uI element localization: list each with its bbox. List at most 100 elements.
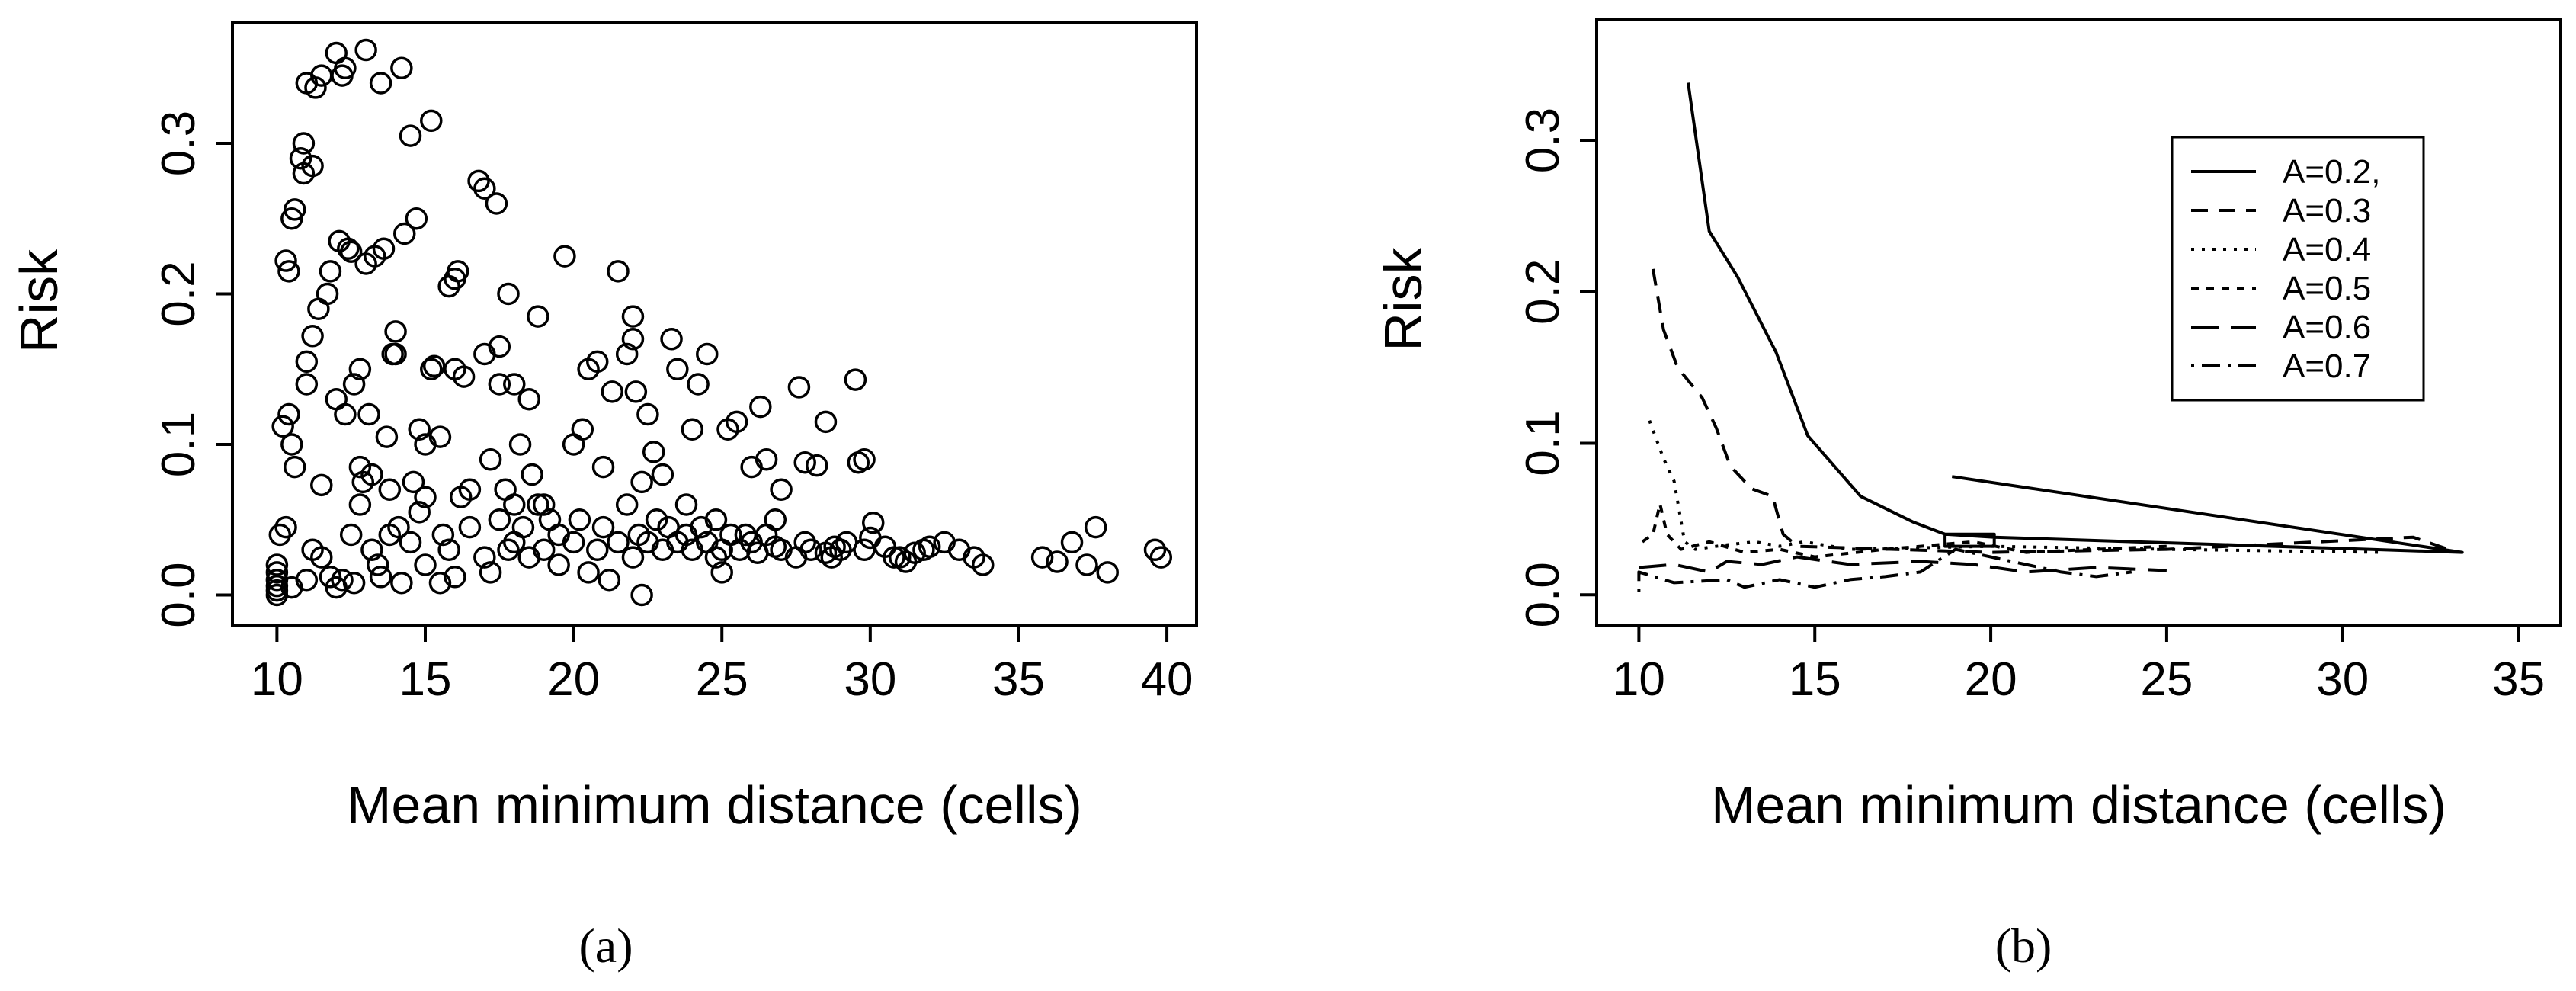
data-point <box>431 523 455 547</box>
data-point <box>339 240 363 263</box>
data-point <box>1075 553 1098 576</box>
data-point <box>307 297 330 320</box>
data-point <box>331 569 354 592</box>
data-point <box>337 237 360 260</box>
data-point <box>360 538 383 561</box>
data-point <box>325 41 348 65</box>
data-point <box>1143 538 1167 561</box>
data-point <box>360 463 383 486</box>
series-line-1 <box>1687 82 2464 554</box>
data-point <box>348 358 372 380</box>
scatter-series <box>265 38 1173 607</box>
x-axis-label: Mean minimum distance (cells) <box>347 775 1082 835</box>
data-point <box>408 418 431 441</box>
x-tick-label: 35 <box>992 653 1045 706</box>
data-point <box>844 368 867 391</box>
data-point <box>1096 561 1119 584</box>
data-point <box>1149 546 1173 569</box>
x-tick-label: 20 <box>1965 653 2017 706</box>
data-point <box>473 177 496 200</box>
data-point <box>265 561 289 584</box>
data-point <box>666 358 689 380</box>
data-point <box>690 515 713 539</box>
data-point <box>577 561 600 584</box>
panel-b-line-chart: (b) 10 15 20 25 30 35 0.0 0.1 0.2 0.3 Mean minimum… <box>1373 18 2562 973</box>
data-point <box>787 376 811 399</box>
data-point <box>342 571 366 595</box>
data-point <box>399 531 422 554</box>
data-point <box>972 553 995 576</box>
data-point <box>277 260 300 283</box>
data-point <box>532 493 556 516</box>
data-point <box>488 335 511 358</box>
data-point <box>378 478 402 501</box>
data-point <box>1030 546 1054 569</box>
data-point <box>521 463 543 486</box>
data-point <box>348 493 372 516</box>
data-point <box>268 523 292 547</box>
data-point <box>586 538 609 561</box>
data-point <box>393 222 416 245</box>
legend-label: A=0.2, <box>2283 153 2380 191</box>
y-axis: 0.0 0.1 0.2 0.3 <box>152 111 232 628</box>
data-point <box>289 147 312 170</box>
data-point <box>1046 550 1069 573</box>
x-tick-label: 25 <box>696 653 748 706</box>
legend-label: A=0.7 <box>2283 348 2371 385</box>
data-point <box>883 546 905 569</box>
data-point <box>823 535 846 559</box>
data-point <box>399 124 422 147</box>
data-point <box>508 433 532 456</box>
data-point <box>488 508 511 531</box>
data-point <box>503 493 526 516</box>
data-point <box>814 410 838 434</box>
series-line-6 <box>1637 547 2132 592</box>
x-tick-label: 15 <box>1789 653 1841 706</box>
panel-a-caption: (a) <box>578 919 633 973</box>
data-point <box>405 207 428 230</box>
data-point <box>319 260 342 283</box>
data-point <box>660 328 683 351</box>
x-tick-label: 35 <box>2492 653 2545 706</box>
data-point <box>630 583 653 607</box>
data-point <box>806 454 828 477</box>
data-point <box>488 373 511 396</box>
data-point <box>408 501 431 524</box>
data-point <box>696 342 719 366</box>
data-point <box>621 328 645 351</box>
data-point <box>553 245 576 268</box>
data-point <box>422 354 446 378</box>
y-tick-label: 0.3 <box>152 111 205 176</box>
data-point <box>339 523 363 547</box>
data-point <box>369 566 392 589</box>
data-point <box>799 538 822 561</box>
data-point <box>615 342 639 366</box>
data-point <box>444 566 466 589</box>
data-point <box>458 515 482 539</box>
data-point <box>295 350 319 374</box>
data-point <box>517 388 540 411</box>
data-point <box>497 538 520 561</box>
data-point <box>562 531 585 554</box>
data-point <box>532 538 556 561</box>
legend-label: A=0.4 <box>2283 231 2371 268</box>
data-point <box>428 425 452 448</box>
x-tick-label: 25 <box>2140 653 2193 706</box>
data-point <box>687 373 710 396</box>
data-point <box>562 433 585 456</box>
data-point <box>384 342 407 366</box>
data-point <box>607 531 630 554</box>
data-point <box>479 448 502 471</box>
plot-frame <box>1595 18 2562 627</box>
data-point <box>755 448 778 471</box>
data-point <box>295 373 319 396</box>
y-tick-label: 0.0 <box>1517 562 1569 627</box>
x-tick-label: 40 <box>1141 653 1193 706</box>
data-point <box>586 350 609 374</box>
data-point <box>301 154 324 178</box>
data-point <box>378 523 402 547</box>
data-point <box>853 538 876 561</box>
data-point <box>503 373 526 396</box>
x-tick-label: 20 <box>547 653 600 706</box>
